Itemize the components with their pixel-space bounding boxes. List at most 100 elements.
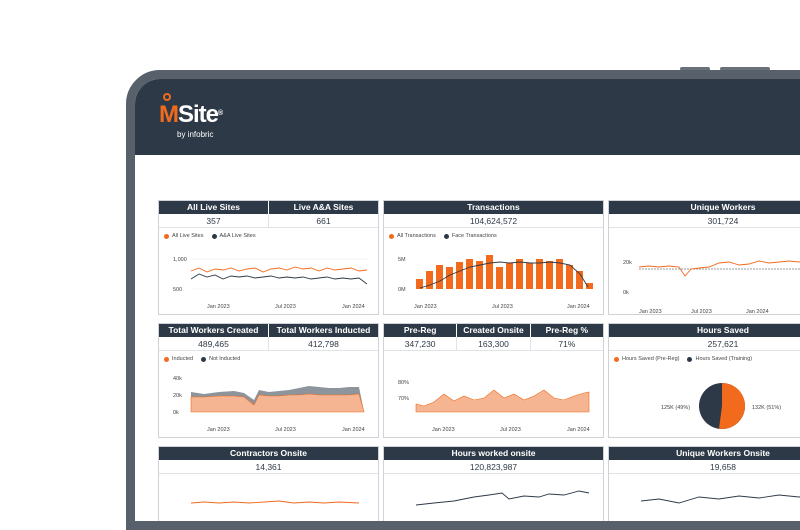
unique-workers-value: 301,724	[707, 216, 739, 226]
transactions-card: Transactions 104,624,572 All Transaction…	[383, 200, 604, 315]
unique-onsite-card: Unique Workers Onsite 19,658	[608, 446, 800, 521]
legend-not-inducted[interactable]: Not Inducted	[201, 356, 240, 362]
x-tick: Jan 2024	[567, 427, 590, 433]
legend-aa-live-sites[interactable]: A&A Live Sites	[211, 233, 256, 239]
y-tick: 80%	[398, 380, 409, 386]
transaction-bar	[526, 263, 533, 289]
prereg-value: 347,230	[384, 337, 458, 350]
hours-saved-pie-chart: 125K (49%) 132K (51%)	[661, 383, 781, 429]
legend-all-live-sites[interactable]: All Live Sites	[164, 233, 204, 239]
y-tick: 0M	[398, 287, 406, 293]
transactions-value: 104,624,572	[469, 216, 518, 226]
unique-onsite-line	[640, 494, 800, 504]
prereg-header: Pre-Reg	[384, 324, 458, 337]
total-workers-created-header: Total Workers Created	[159, 324, 269, 337]
workers-area-chart: 40k 20k 0k Jan 2023 Jul 2023 Jan 2024	[173, 376, 365, 433]
transaction-bar	[456, 262, 463, 289]
workers-card: Total Workers Created Total Workers Induc…	[158, 323, 379, 438]
contractors-onsite-header: Contractors Onsite	[230, 448, 307, 458]
transaction-bar	[536, 259, 543, 289]
y-tick: 5M	[398, 257, 406, 263]
y-tick: 0k	[623, 290, 629, 296]
sites-card: All Live Sites Live A&A Sites 357 661 All …	[158, 200, 379, 315]
y-tick: 20k	[173, 393, 182, 399]
x-tick: Jul 2023	[275, 427, 296, 433]
hours-saved-value: 257,621	[707, 339, 739, 349]
transaction-bar	[476, 261, 483, 289]
x-tick: Jan 2023	[432, 427, 455, 433]
y-tick: 500	[173, 287, 182, 293]
transaction-bar	[496, 267, 503, 289]
hours-onsite-line	[415, 490, 590, 506]
y-tick: 0k	[173, 410, 179, 416]
hours-onsite-line-chart	[415, 490, 590, 506]
created-onsite-value: 163,300	[457, 337, 531, 350]
contractors-line-chart	[190, 500, 360, 504]
y-tick: 70%	[398, 396, 409, 402]
transaction-bar	[426, 271, 433, 289]
live-aa-sites-value: 661	[316, 216, 331, 226]
transaction-bar	[556, 259, 563, 289]
hours-onsite-value: 120,823,987	[469, 462, 518, 472]
total-workers-inducted-header: Total Workers Inducted	[276, 325, 371, 335]
logo-dot-icon	[163, 93, 171, 101]
legend-hours-training[interactable]: Hours Saved (Training)	[687, 356, 752, 362]
legend-face-transactions[interactable]: Face Transactions	[443, 233, 497, 239]
x-tick: Jan 2024	[342, 427, 365, 433]
all-live-sites-header: All Live Sites	[159, 201, 269, 214]
transactions-bars	[416, 255, 593, 289]
transaction-bar	[576, 271, 583, 289]
device-button	[680, 67, 710, 71]
x-tick: Jan 2024	[567, 304, 590, 310]
transaction-bar	[466, 259, 473, 289]
unique-onsite-value: 19,658	[710, 462, 736, 472]
transactions-bar-chart: 5M 0M Jan 2023 Jul 2023 Jan 2024	[398, 255, 593, 310]
y-tick: 1,000	[173, 257, 187, 263]
aa-live-sites-line	[190, 273, 368, 285]
logo-text: Site	[178, 101, 219, 128]
device-button	[720, 67, 770, 71]
logo-reg: ®	[218, 110, 223, 117]
pie-slice-prereg	[719, 383, 746, 429]
hours-onsite-card: Hours worked onsite 120,823,987	[383, 446, 604, 521]
x-tick: Jul 2023	[691, 309, 712, 315]
app-header: M Site ® by infobric	[135, 79, 800, 155]
prereg-area	[415, 389, 590, 413]
y-tick: 20k	[623, 260, 632, 266]
unique-onsite-header: Unique Workers Onsite	[676, 448, 770, 458]
x-tick: Jul 2023	[492, 304, 513, 310]
unique-workers-line	[638, 260, 800, 277]
prereg-percent-header: Pre-Reg %	[545, 325, 589, 335]
logo-m: M	[159, 101, 179, 128]
transaction-bar	[506, 263, 513, 289]
created-onsite-header: Created Onsite	[457, 324, 531, 337]
transaction-bar	[446, 267, 453, 289]
x-tick: Jan 2024	[342, 304, 365, 310]
x-tick: Jan 2023	[414, 304, 437, 310]
x-tick: Jan 2023	[639, 309, 662, 315]
legend-inducted[interactable]: Inducted	[164, 356, 193, 362]
x-tick: Jan 2024	[746, 309, 769, 315]
pie-label: 125K (49%)	[661, 405, 690, 411]
legend-hours-prereg[interactable]: Hours Saved (Pre-Reg)	[614, 356, 679, 362]
transaction-bar	[436, 265, 443, 289]
transaction-bar	[416, 279, 423, 289]
face-transactions-line	[419, 261, 589, 289]
transaction-bar	[546, 261, 553, 289]
legend-all-transactions[interactable]: All Transactions	[389, 233, 436, 239]
all-live-sites-value: 357	[159, 214, 269, 227]
x-tick: Jul 2023	[500, 427, 521, 433]
total-workers-inducted-value: 412,798	[308, 339, 339, 349]
hours-saved-header: Hours Saved	[697, 325, 749, 335]
contractors-onsite-value: 14,361	[255, 462, 282, 472]
unique-onsite-line-chart	[640, 494, 800, 504]
total-workers-created-value: 489,465	[159, 337, 269, 350]
prereg-card: Pre-Reg Created Onsite Pre-Reg % 347,230 16…	[383, 323, 604, 438]
tablet-frame: M Site ® by infobric All Live Sites Live …	[126, 70, 800, 530]
pie-label: 132K (51%)	[752, 405, 781, 411]
x-tick: Jan 2023	[207, 304, 230, 310]
logo-sub: by infobric	[177, 130, 214, 139]
hours-onsite-header: Hours worked onsite	[451, 448, 536, 458]
transaction-bar	[586, 283, 593, 289]
unique-workers-card: Unique Workers 301,724 20k 0k Jan 2023 J…	[608, 200, 800, 315]
